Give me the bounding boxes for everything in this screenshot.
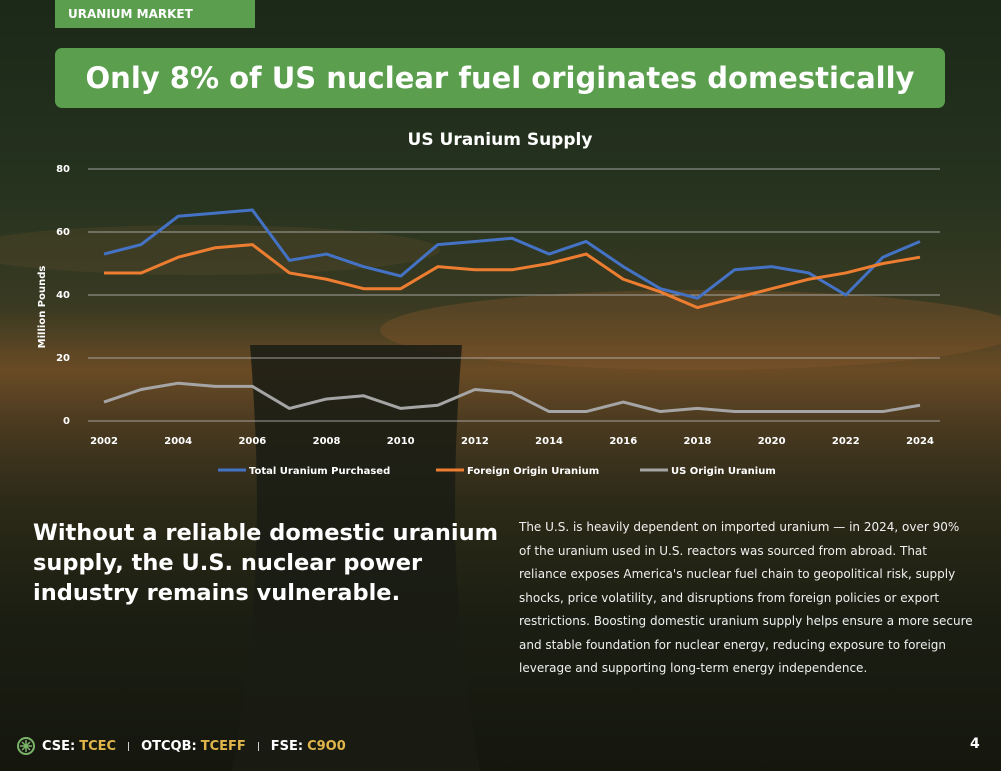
logo <box>17 737 35 755</box>
cloud <box>0 225 440 275</box>
exchange: CSE: <box>42 738 76 754</box>
legend-label: Foreign Origin Uranium <box>467 466 599 477</box>
headline: Without a reliable domestic uranium supp… <box>33 520 499 606</box>
exchange: FSE: <box>270 738 304 754</box>
page-number: 4 <box>970 736 980 752</box>
section-tab: URANIUM MARKET <box>55 0 255 28</box>
series-line <box>103 381 921 414</box>
paragraph: The U.S. is heavily dependent on importe… <box>519 520 973 675</box>
x-tick-label: 2022 <box>832 436 860 447</box>
x-tick-label: 2014 <box>535 436 563 447</box>
footer: CSE: TCEC OTCQB: TCEFF FSE: C9O0 <box>16 736 346 756</box>
exchange: OTCQB: <box>141 738 197 754</box>
y-axis-label: Million Pounds <box>37 266 48 349</box>
series-line <box>104 243 921 310</box>
x-tick-label: 2006 <box>238 436 266 447</box>
x-tick-label: 2016 <box>609 436 637 447</box>
ticker: TCEC <box>79 738 117 754</box>
sunset-glow <box>380 290 1001 370</box>
legend-label: US Origin Uranium <box>671 466 776 477</box>
ticker: C9O0 <box>307 738 346 754</box>
x-tick-label: 2024 <box>906 436 934 447</box>
ticker: TCEFF <box>200 738 246 754</box>
x-tick-label: 2012 <box>461 436 489 447</box>
slide-title: Only 8% of US nuclear fuel originates do… <box>55 48 945 108</box>
separator <box>128 741 130 751</box>
x-tick-label: 2018 <box>684 436 712 447</box>
y-tick-label: 0 <box>63 416 70 427</box>
chart-title: US Uranium Supply <box>408 130 593 150</box>
x-tick-label: 2020 <box>758 436 786 447</box>
legend-label: Total Uranium Purchased <box>249 466 390 477</box>
y-tick-label: 80 <box>56 164 70 175</box>
y-tick-label: 20 <box>56 353 70 364</box>
y-tick-label: 60 <box>56 227 70 238</box>
x-tick-label: 2010 <box>387 436 415 447</box>
x-tick-label: 2008 <box>313 436 341 447</box>
x-tick-label: 2002 <box>90 436 118 447</box>
x-tick-label: 2004 <box>164 436 192 447</box>
y-tick-label: 40 <box>56 290 70 301</box>
cooling-tower <box>232 345 480 771</box>
series-line <box>103 208 921 300</box>
separator <box>257 741 259 751</box>
chart: US Uranium Supply Million Pounds 0 20 40 60… <box>37 130 940 477</box>
